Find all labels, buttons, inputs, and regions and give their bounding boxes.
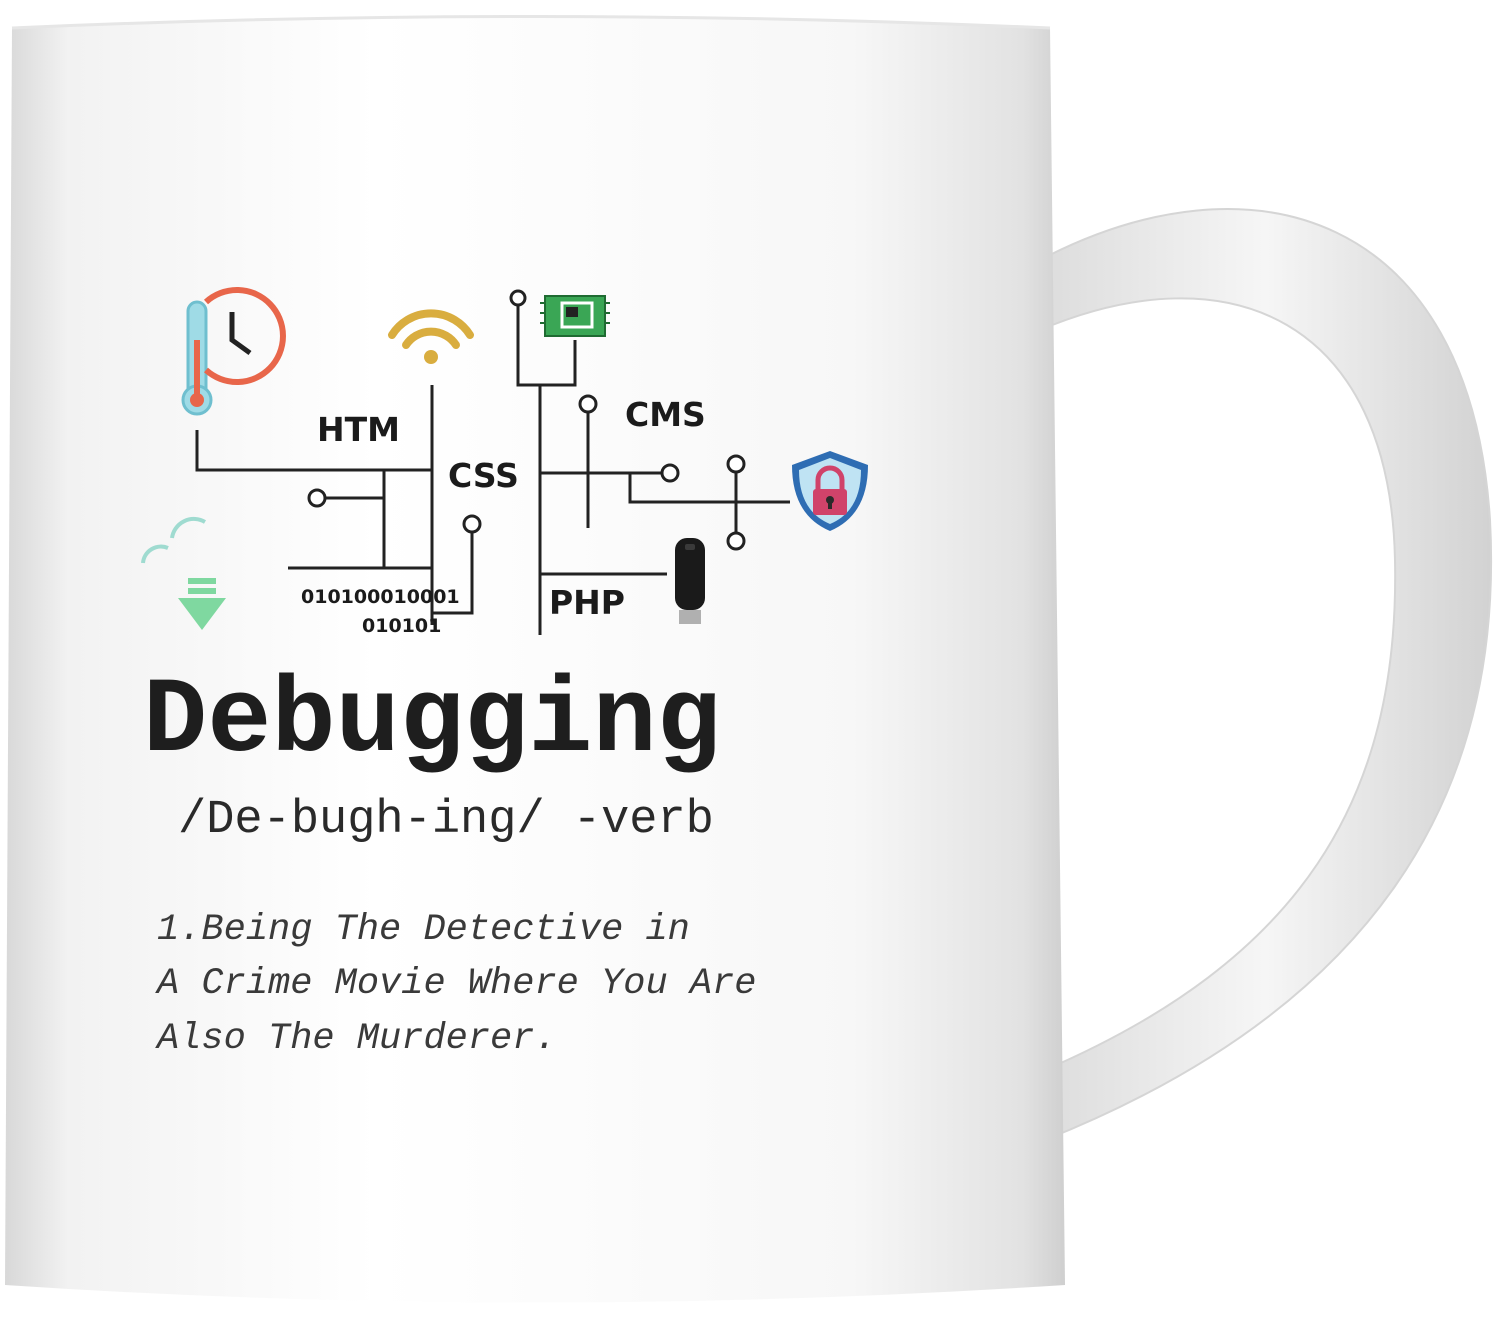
usb-drive-icon bbox=[675, 538, 705, 624]
definition-line-1: 1.Being The Detective in bbox=[157, 909, 690, 951]
download-cloud-icon bbox=[141, 516, 226, 630]
definition-line-3: Also The Murderer. bbox=[157, 1018, 557, 1060]
mug-body bbox=[5, 15, 1065, 1303]
label-css: CSS bbox=[448, 456, 519, 495]
page-title: Debugging bbox=[143, 662, 721, 783]
lock-shield-icon bbox=[792, 451, 868, 531]
wifi-icon bbox=[388, 309, 474, 364]
clock-icon bbox=[203, 287, 286, 385]
label-binary-2: 010101 bbox=[362, 615, 441, 637]
label-htm: HTM bbox=[317, 410, 400, 449]
pronunciation: /De-bugh-ing/ -verb bbox=[178, 794, 714, 847]
definition-line-2: A Crime Movie Where You Are bbox=[157, 963, 757, 1005]
label-cms: CMS bbox=[625, 395, 706, 434]
thermometer-icon bbox=[181, 300, 213, 416]
label-php: PHP bbox=[549, 583, 625, 622]
circuit-graphic bbox=[195, 289, 790, 635]
mug-handle bbox=[1039, 208, 1492, 1142]
label-binary-1: 010100010001 bbox=[301, 586, 460, 608]
chip-icon bbox=[540, 295, 610, 337]
